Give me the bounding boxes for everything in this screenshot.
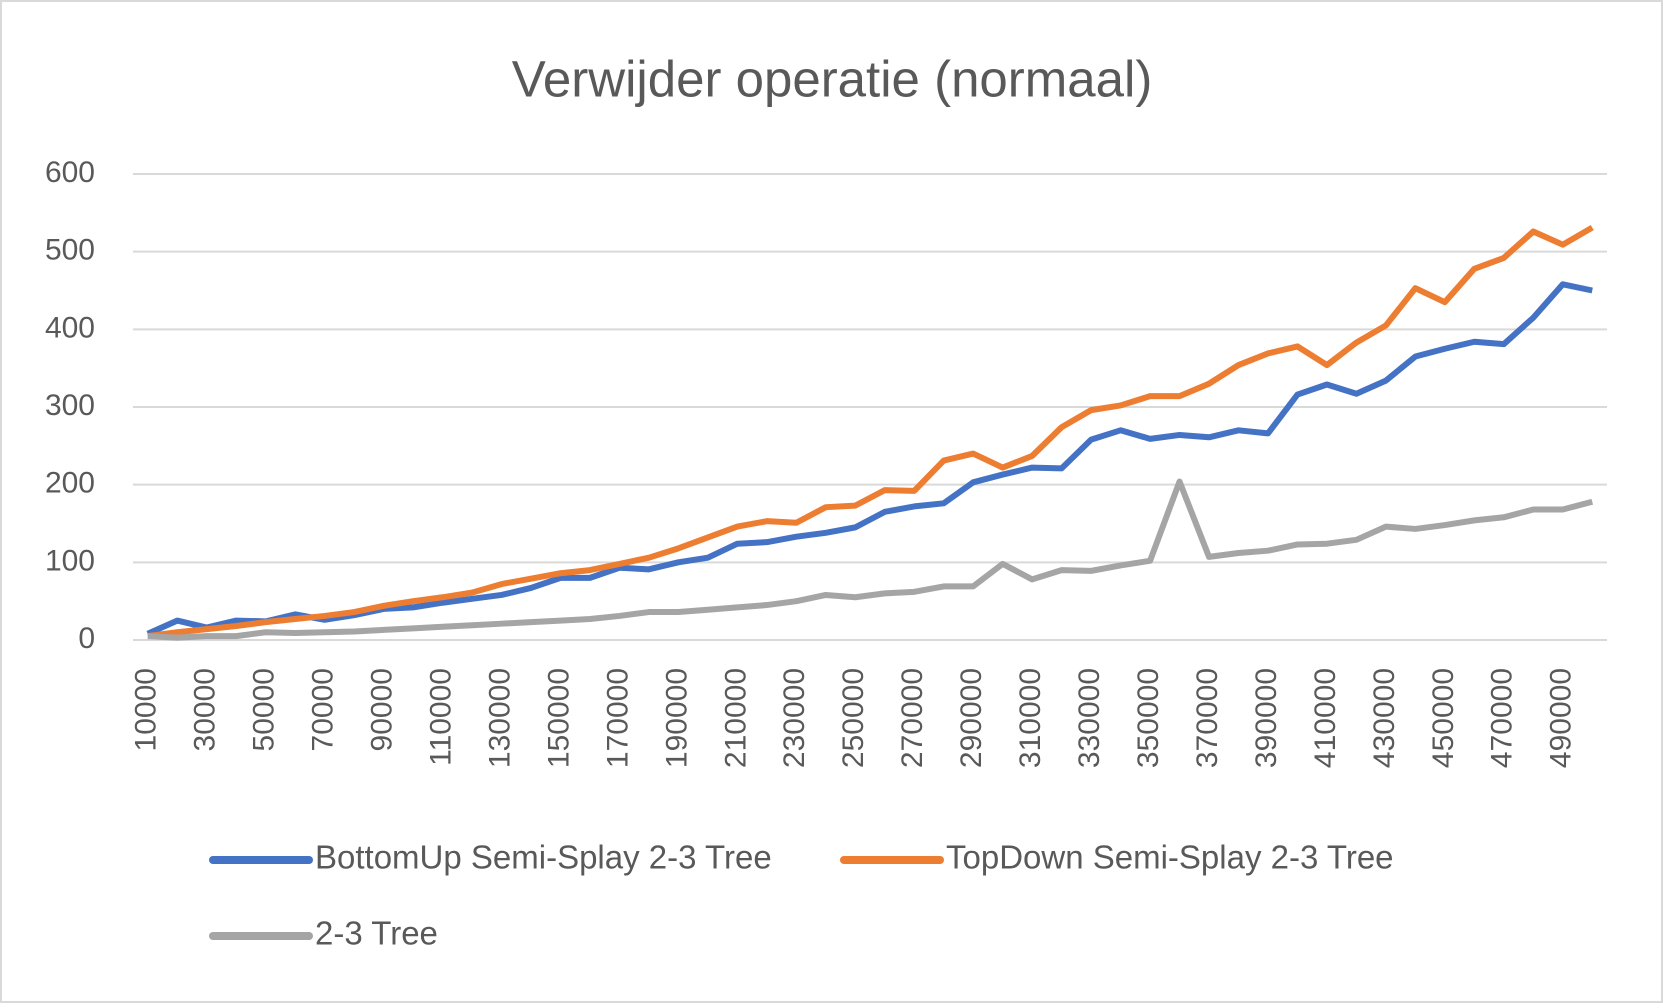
x-tick-label: 210000 xyxy=(719,668,752,768)
x-tick-label: 230000 xyxy=(778,668,811,768)
series-line xyxy=(146,281,1593,637)
x-tick-label: 290000 xyxy=(955,668,988,768)
legend-label: BottomUp Semi-Splay 2-3 Tree xyxy=(315,839,772,876)
x-tick-label: 250000 xyxy=(837,668,870,768)
x-tick-label: 190000 xyxy=(660,668,693,768)
y-tick-label: 300 xyxy=(45,389,95,422)
x-tick-label: 410000 xyxy=(1309,668,1342,768)
x-tick-label: 110000 xyxy=(424,668,457,766)
legend-label: TopDown Semi-Splay 2-3 Tree xyxy=(946,839,1394,876)
x-tick-label: 150000 xyxy=(542,668,575,768)
x-tick-label: 10000 xyxy=(130,668,163,751)
series-line xyxy=(147,224,1594,640)
y-tick-label: 200 xyxy=(45,467,95,500)
series-line xyxy=(147,478,1594,641)
x-tick-label: 350000 xyxy=(1132,668,1165,768)
x-tick-label: 490000 xyxy=(1545,668,1578,768)
x-tick-label: 330000 xyxy=(1073,668,1106,768)
x-tick-label: 430000 xyxy=(1368,668,1401,768)
x-tick-label: 30000 xyxy=(189,668,222,751)
y-tick-label: 400 xyxy=(45,311,95,344)
x-tick-label: 450000 xyxy=(1427,668,1460,768)
y-tick-label: 100 xyxy=(45,544,95,577)
x-tick-label: 50000 xyxy=(248,668,281,751)
x-tick-label: 390000 xyxy=(1250,668,1283,768)
x-tick-label: 170000 xyxy=(601,668,634,768)
x-tick-label: 130000 xyxy=(483,668,516,768)
x-tick-label: 310000 xyxy=(1014,668,1047,768)
x-tick-label: 270000 xyxy=(896,668,929,768)
y-tick-label: 600 xyxy=(45,156,95,189)
x-tick-label: 90000 xyxy=(366,668,399,751)
x-tick-label: 370000 xyxy=(1191,668,1224,768)
y-tick-label: 0 xyxy=(78,622,95,655)
x-tick-label: 70000 xyxy=(307,668,340,751)
legend-label: 2-3 Tree xyxy=(315,915,438,952)
chart-title: Verwijder operatie (normaal) xyxy=(512,50,1153,107)
x-tick-label: 470000 xyxy=(1486,668,1519,768)
y-tick-label: 500 xyxy=(45,234,95,267)
